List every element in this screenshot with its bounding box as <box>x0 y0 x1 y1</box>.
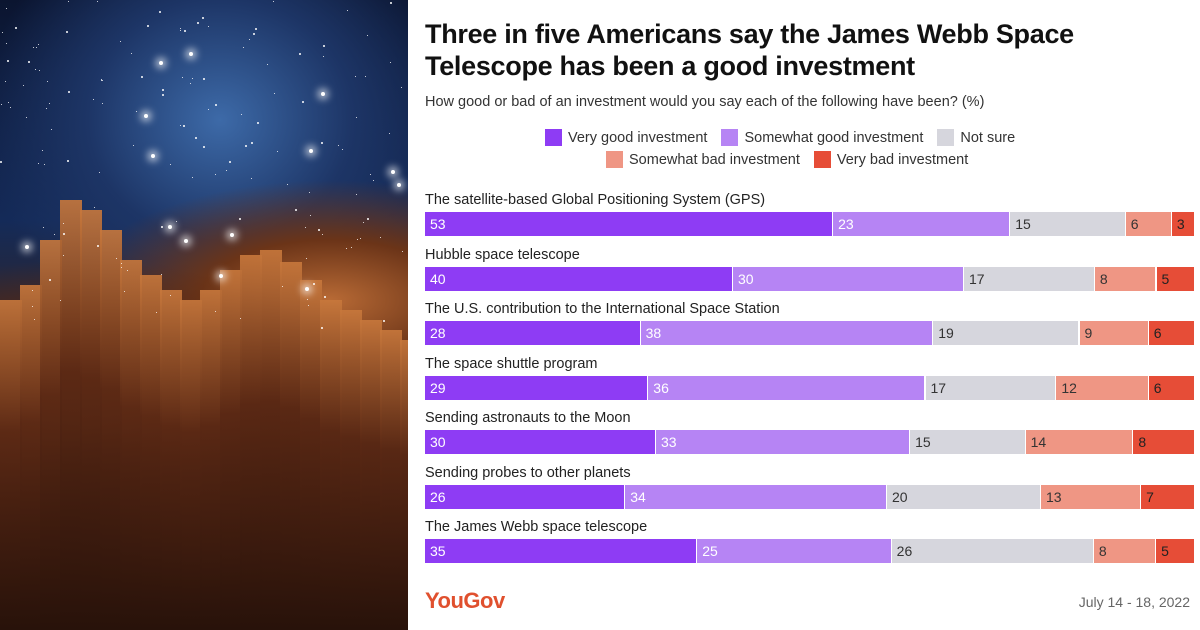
bar-segment: 35 <box>425 539 697 563</box>
bar-segment: 6 <box>1148 375 1194 400</box>
bar-segment: 26 <box>891 539 1093 563</box>
row-label: The James Webb space telescope <box>425 519 648 535</box>
bar-segment: 33 <box>656 430 910 454</box>
bar-segment: 17 <box>925 375 1056 400</box>
stacked-bar: 29 36 17 12 6 <box>425 375 1195 400</box>
bar-segment: 30 <box>425 430 655 454</box>
bar-segment: 40 <box>425 266 732 291</box>
legend-very-good: Very good investment <box>545 129 707 146</box>
bar-segment: 3 <box>1171 212 1194 236</box>
stacked-bar: 30 33 15 14 8 <box>425 430 1195 454</box>
stacked-bar: 40 30 17 8 5 <box>425 266 1195 291</box>
legend-row-1: Very good investment Somewhat good inves… <box>545 129 1015 146</box>
bar-segment: 7 <box>1141 484 1194 509</box>
row-label: Hubble space telescope <box>425 246 580 263</box>
bar-segment: 34 <box>625 484 886 509</box>
bar-segment: 23 <box>833 212 1010 236</box>
row-label: Sending astronauts to the Moon <box>425 410 631 426</box>
bar-segment: 53 <box>425 212 833 236</box>
bar-segment: 38 <box>640 321 933 345</box>
row-label: The satellite-based Global Positioning S… <box>425 192 766 208</box>
bar-segment: 6 <box>1125 212 1171 236</box>
stacked-bar: 53 23 15 6 3 <box>425 212 1195 236</box>
bar-segment: 29 <box>425 375 648 400</box>
legend-somewhat-good: Somewhat good investment <box>721 129 923 146</box>
bar-segment: 36 <box>648 375 925 400</box>
row-label: The U.S. contribution to the Internation… <box>425 301 780 317</box>
chart-subtitle: How good or bad of an investment would y… <box>425 94 985 110</box>
bar-segment: 25 <box>697 539 891 563</box>
legend-somewhat-bad: Somewhat bad investment <box>606 151 800 168</box>
bar-segment: 9 <box>1079 321 1148 345</box>
survey-date: July 14 - 18, 2022 <box>1078 594 1190 610</box>
bar-segment: 14 <box>1025 430 1133 454</box>
yougov-logo: YouGov <box>425 588 505 613</box>
bar-segment: 13 <box>1041 484 1141 509</box>
bar-segment: 8 <box>1093 539 1156 563</box>
bar-segment: 20 <box>887 484 1040 509</box>
legend-not-sure: Not sure <box>937 129 1015 146</box>
legend-row-2: Somewhat bad investment Very bad investm… <box>606 151 968 168</box>
bar-segment: 26 <box>425 484 625 509</box>
bar-segment: 28 <box>425 321 640 345</box>
bar-segment: 8 <box>1094 266 1156 291</box>
legend-very-bad: Very bad investment <box>813 151 968 168</box>
stacked-bar: 28 38 19 9 6 <box>425 321 1195 345</box>
stacked-bar: 26 34 20 13 7 <box>425 484 1195 509</box>
bar-segment: 15 <box>1010 212 1125 236</box>
bar-segment: 6 <box>1148 321 1194 345</box>
bar-segment: 30 <box>733 266 963 291</box>
bar-segment: 5 <box>1156 539 1194 563</box>
bar-segment: 8 <box>1133 430 1194 454</box>
nebula-photo <box>0 0 408 630</box>
bar-segment: 15 <box>910 430 1025 454</box>
row-label: Sending probes to other planets <box>425 464 631 481</box>
stacked-bar: 35 25 26 8 5 <box>425 539 1195 563</box>
bar-segment: 17 <box>964 266 1094 291</box>
bar-segment: 19 <box>933 321 1079 345</box>
chart-title: Three in five Americans say the James We… <box>425 19 1074 81</box>
bar-segment: 12 <box>1056 375 1148 400</box>
row-label: The space shuttle program <box>425 355 598 372</box>
bar-segment: 5 <box>1156 266 1194 291</box>
